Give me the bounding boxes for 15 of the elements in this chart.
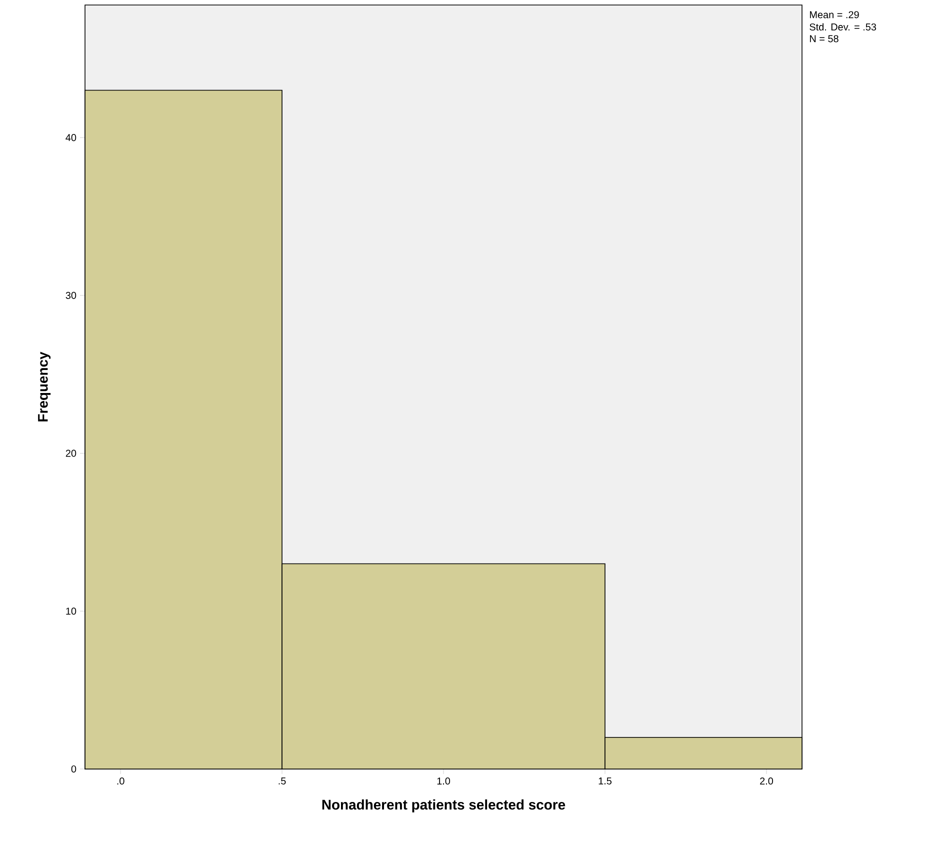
y-tick-label: 0	[71, 765, 76, 773]
x-tick-label: 1.0	[437, 778, 450, 785]
x-tick-label: .5	[278, 778, 286, 784]
y-tick-label: 20	[66, 450, 76, 457]
y-tick-label: 30	[66, 292, 76, 299]
x-axis-title: Nonadherent patients selected score	[322, 799, 566, 812]
y-axis-title: Frequency	[38, 352, 51, 422]
x-tick-label: .0	[117, 778, 124, 785]
x-tick-label: 2.0	[760, 778, 774, 785]
text: Mean = .29	[810, 11, 859, 18]
text: Std. Dev. = .53	[810, 23, 876, 30]
text: N = 58	[810, 35, 838, 42]
x-tick-label: 1.5	[598, 778, 612, 784]
y-tick-label: 10	[66, 608, 76, 615]
y-tick-label: 40	[66, 134, 76, 142]
